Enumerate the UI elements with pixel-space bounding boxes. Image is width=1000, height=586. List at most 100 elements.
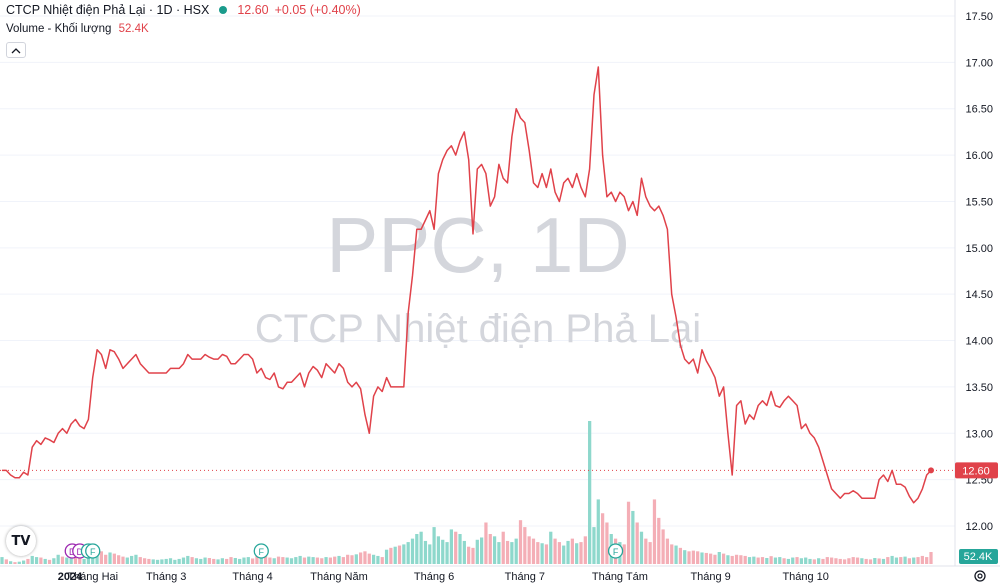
volume-bar bbox=[739, 555, 743, 564]
volume-bar bbox=[583, 536, 587, 564]
volume-bar bbox=[696, 551, 700, 564]
price-line bbox=[0, 66, 955, 504]
volume-bar bbox=[367, 553, 371, 564]
volume-bar bbox=[454, 531, 458, 564]
volume-bar bbox=[315, 557, 320, 564]
volume-bar bbox=[475, 539, 479, 564]
volume-bar bbox=[82, 558, 86, 564]
x-tick-label: Tháng Hai bbox=[67, 571, 118, 583]
volume-bar bbox=[207, 558, 212, 564]
volume-bar bbox=[104, 554, 108, 564]
y-tick-label: 14.50 bbox=[965, 289, 993, 301]
event-marker-financial bbox=[253, 543, 269, 559]
volume-bar bbox=[773, 557, 778, 564]
volume-bar bbox=[432, 527, 436, 564]
tradingview-logo-icon[interactable]: TV bbox=[6, 526, 36, 556]
volume-bar bbox=[250, 558, 255, 564]
volume-bar bbox=[142, 558, 147, 564]
volume-bar bbox=[0, 557, 4, 564]
volume-bar bbox=[760, 557, 765, 564]
volume-bar bbox=[47, 559, 52, 564]
volume-bar bbox=[553, 538, 557, 564]
volume-bar bbox=[562, 545, 566, 564]
volume-bar bbox=[817, 558, 821, 564]
volume-bar bbox=[268, 557, 272, 564]
last-price: 12.60 bbox=[237, 3, 269, 17]
volume-label[interactable]: Volume - Khối lượng bbox=[6, 23, 112, 35]
volume-bar bbox=[216, 559, 220, 564]
event-marker-label: F bbox=[259, 547, 265, 557]
volume-bar bbox=[678, 547, 683, 564]
volume-bar bbox=[518, 520, 523, 564]
y-tick-label: 16.50 bbox=[965, 104, 993, 116]
volume-bar bbox=[311, 557, 315, 564]
symbol-title[interactable]: CTCP Nhiệt điện Phả Lại · 1D · HSX bbox=[6, 3, 210, 17]
event-marker-financial bbox=[85, 543, 101, 559]
volume-bar bbox=[704, 552, 708, 564]
volume-bar bbox=[60, 556, 65, 564]
volume-bar bbox=[510, 542, 514, 564]
volume-bar bbox=[592, 527, 596, 564]
gear-icon[interactable] bbox=[973, 569, 987, 583]
volume-bar bbox=[691, 550, 695, 564]
y-tick-label: 16.00 bbox=[965, 150, 993, 162]
volume-bar bbox=[337, 555, 341, 564]
volume-bar bbox=[346, 554, 350, 564]
volume-bar bbox=[799, 558, 803, 564]
volume-bar bbox=[462, 540, 466, 564]
x-tick-label: Tháng 10 bbox=[782, 571, 828, 583]
volume-bar bbox=[661, 529, 665, 564]
volume-bar bbox=[441, 539, 445, 564]
volume-bar bbox=[812, 559, 816, 564]
volume-bar bbox=[492, 536, 497, 564]
volume-bar bbox=[523, 527, 527, 564]
volume-bar bbox=[622, 544, 626, 564]
volume-bar bbox=[259, 557, 263, 564]
volume-bar bbox=[39, 557, 43, 564]
volume-bar bbox=[134, 554, 138, 564]
volume-bar bbox=[497, 542, 501, 564]
volume-bar bbox=[406, 542, 410, 564]
volume-bar bbox=[130, 555, 134, 564]
y-axis: 17.50 17.00 16.50 16.00 15.50 15.00 14.50 14.00… bbox=[955, 11, 998, 564]
volume-bar bbox=[190, 557, 194, 564]
volume-bar bbox=[639, 531, 644, 564]
volume-bar bbox=[873, 558, 877, 564]
y-tick-label: 17.00 bbox=[965, 57, 993, 69]
volume-bar bbox=[925, 557, 929, 564]
volume-bar bbox=[769, 556, 773, 564]
volume-bar bbox=[212, 558, 216, 564]
volume-bar bbox=[920, 555, 924, 564]
volume-bar bbox=[363, 551, 367, 564]
volume-bar bbox=[864, 558, 868, 564]
volume-bar bbox=[648, 542, 652, 564]
volume-bar bbox=[566, 540, 570, 564]
volume-bar bbox=[717, 552, 721, 564]
event-marker-label: F bbox=[613, 547, 619, 557]
volume-bar bbox=[359, 552, 363, 564]
volume-bar bbox=[674, 545, 678, 564]
volume-bar bbox=[886, 557, 890, 564]
volume-bar bbox=[471, 547, 475, 564]
volume-bar bbox=[52, 558, 56, 564]
volume-bar bbox=[536, 542, 540, 564]
collapse-legend-button[interactable] bbox=[6, 42, 26, 58]
volume-bar bbox=[160, 559, 164, 564]
volume-bar bbox=[402, 544, 406, 564]
x-tick-label: Tháng Năm bbox=[310, 571, 367, 583]
watermark-name: CTCP Nhiệt điện Phả Lại bbox=[255, 307, 701, 351]
volume-bar bbox=[384, 549, 389, 564]
volume-bar bbox=[255, 555, 259, 564]
volume-bar bbox=[505, 540, 510, 564]
y-tick-label: 14.00 bbox=[965, 336, 993, 348]
volume-bar bbox=[333, 556, 337, 564]
volume-bar bbox=[281, 557, 285, 564]
volume-bar bbox=[540, 543, 544, 564]
volume-bar bbox=[626, 501, 631, 564]
x-tick-label: 2024 bbox=[58, 571, 83, 583]
volume-bar bbox=[916, 557, 920, 564]
volume-bar bbox=[350, 555, 354, 564]
volume-bar bbox=[341, 557, 345, 564]
